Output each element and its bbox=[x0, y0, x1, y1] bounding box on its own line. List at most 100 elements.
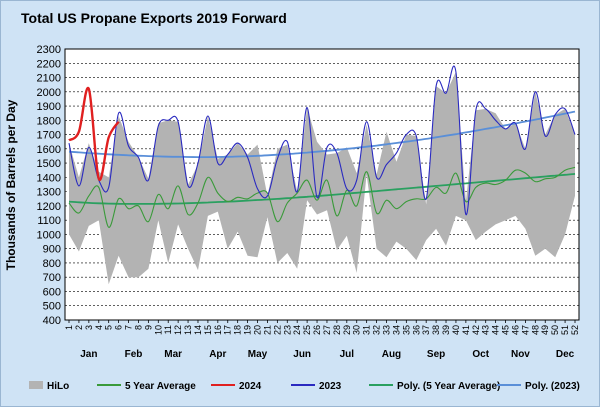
x-week-label: 8 bbox=[134, 325, 144, 330]
x-week-label: 39 bbox=[441, 325, 451, 335]
x-week-label: 38 bbox=[431, 325, 441, 335]
y-tick-label: 700 bbox=[43, 272, 61, 284]
legend-swatch-hilo bbox=[29, 381, 43, 389]
x-week-label: 33 bbox=[382, 325, 392, 335]
x-month-label: Sep bbox=[427, 349, 445, 360]
x-week-label: 31 bbox=[362, 325, 372, 335]
x-month-label: Jun bbox=[293, 349, 311, 360]
x-week-label: 47 bbox=[520, 325, 530, 335]
y-tick-label: 2100 bbox=[37, 73, 61, 85]
x-month-label: Apr bbox=[209, 349, 226, 360]
x-week-label: 24 bbox=[292, 325, 302, 335]
x-axis-week-ticks: 1 2 3 4 5 6 7 8 9 10 11 12 13 14 15 16 17 18 19 20 21 22 23 24 2… bbox=[64, 320, 580, 335]
y-tick-label: 400 bbox=[43, 315, 61, 327]
x-week-label: 32 bbox=[372, 325, 382, 335]
x-month-label: Oct bbox=[472, 349, 489, 360]
x-week-label: 23 bbox=[282, 325, 292, 335]
legend-label: 2024 bbox=[239, 381, 262, 392]
x-week-label: 30 bbox=[352, 325, 362, 335]
x-axis-month-labels: Jan Feb Mar Apr May Jun Jul Aug Sep Oct Nov Dec bbox=[80, 349, 574, 360]
legend-label: Poly. (5 Year Average) bbox=[397, 381, 500, 392]
x-week-label: 4 bbox=[94, 325, 104, 330]
x-week-label: 10 bbox=[153, 325, 163, 335]
x-week-label: 52 bbox=[570, 325, 580, 335]
series-line-2024 bbox=[68, 86, 120, 181]
x-month-label: Dec bbox=[556, 349, 575, 360]
x-week-label: 17 bbox=[223, 325, 233, 335]
y-tick-label: 1500 bbox=[37, 158, 61, 170]
x-month-label: Feb bbox=[125, 349, 143, 360]
x-week-label: 27 bbox=[322, 325, 332, 335]
x-week-label: 12 bbox=[173, 325, 183, 335]
chart-title: Total US Propane Exports 2019 Forward bbox=[21, 10, 287, 26]
series-line-poly-5-year-average bbox=[68, 173, 576, 205]
series-lines bbox=[68, 65, 576, 228]
legend-label: Poly. (2023) bbox=[525, 381, 580, 392]
legend-label: 5 Year Average bbox=[125, 381, 196, 392]
y-tick-label: 2200 bbox=[37, 58, 61, 70]
y-tick-label: 1800 bbox=[37, 115, 61, 127]
x-week-label: 44 bbox=[491, 325, 501, 335]
x-week-label: 3 bbox=[84, 325, 94, 330]
x-week-label: 37 bbox=[421, 325, 431, 335]
y-tick-label: 2300 bbox=[37, 44, 61, 56]
y-tick-label: 1100 bbox=[37, 215, 61, 227]
x-week-label: 9 bbox=[143, 325, 153, 330]
legend: HiLo 5 Year Average 2024 2023 Poly. (5 Year … bbox=[29, 381, 580, 392]
x-month-label: Jan bbox=[80, 349, 97, 360]
y-axis-ticks: 400 500 600 700 800 900 1000 1100 1200 1300 1400 15… bbox=[37, 44, 61, 327]
legend-label: 2023 bbox=[319, 381, 342, 392]
x-week-label: 20 bbox=[253, 325, 263, 335]
y-tick-label: 1700 bbox=[37, 130, 61, 142]
x-week-label: 26 bbox=[312, 325, 322, 335]
x-week-label: 48 bbox=[530, 325, 540, 335]
x-week-label: 5 bbox=[104, 325, 114, 330]
x-week-label: 36 bbox=[411, 325, 421, 335]
x-week-label: 45 bbox=[501, 325, 511, 335]
x-week-label: 49 bbox=[540, 325, 550, 335]
x-week-label: 14 bbox=[193, 325, 203, 335]
x-week-label: 22 bbox=[272, 325, 282, 335]
x-week-label: 1 bbox=[64, 325, 74, 330]
y-tick-label: 1200 bbox=[37, 201, 61, 213]
plot-border bbox=[64, 48, 580, 321]
x-week-label: 29 bbox=[342, 325, 352, 335]
y-tick-label: 1000 bbox=[37, 229, 61, 241]
x-week-label: 41 bbox=[461, 325, 471, 335]
x-week-label: 13 bbox=[183, 325, 193, 335]
x-week-label: 21 bbox=[262, 325, 272, 335]
x-week-label: 2 bbox=[74, 325, 84, 330]
x-month-label: Nov bbox=[511, 349, 530, 360]
y-axis-label: Thousands of Barrels per Day bbox=[4, 99, 18, 270]
x-week-label: 42 bbox=[471, 325, 481, 335]
x-week-label: 51 bbox=[560, 325, 570, 335]
y-tick-label: 1300 bbox=[37, 187, 61, 199]
y-tick-label: 2000 bbox=[37, 87, 61, 99]
x-month-label: Jul bbox=[340, 349, 355, 360]
legend-label: HiLo bbox=[47, 381, 69, 392]
y-tick-label: 800 bbox=[43, 258, 61, 270]
x-month-label: Aug bbox=[382, 349, 401, 360]
x-week-label: 43 bbox=[481, 325, 491, 335]
series-line-2023 bbox=[68, 65, 576, 216]
x-week-label: 28 bbox=[332, 325, 342, 335]
x-week-label: 19 bbox=[243, 325, 253, 335]
x-week-label: 7 bbox=[124, 325, 134, 330]
x-month-label: May bbox=[248, 349, 268, 360]
x-week-label: 15 bbox=[203, 325, 213, 335]
x-week-label: 35 bbox=[401, 325, 411, 335]
y-tick-label: 900 bbox=[43, 244, 61, 256]
x-week-label: 46 bbox=[511, 325, 521, 335]
x-week-label: 18 bbox=[233, 325, 243, 335]
y-tick-label: 600 bbox=[43, 286, 61, 298]
series-line-5-year-average bbox=[68, 166, 576, 228]
x-month-label: Mar bbox=[164, 349, 182, 360]
x-week-label: 6 bbox=[114, 325, 124, 330]
y-tick-label: 1900 bbox=[37, 101, 61, 113]
x-week-label: 25 bbox=[302, 325, 312, 335]
x-week-label: 34 bbox=[391, 325, 401, 335]
x-week-label: 40 bbox=[451, 325, 461, 335]
y-tick-label: 1400 bbox=[37, 172, 61, 184]
x-week-label: 50 bbox=[550, 325, 560, 335]
